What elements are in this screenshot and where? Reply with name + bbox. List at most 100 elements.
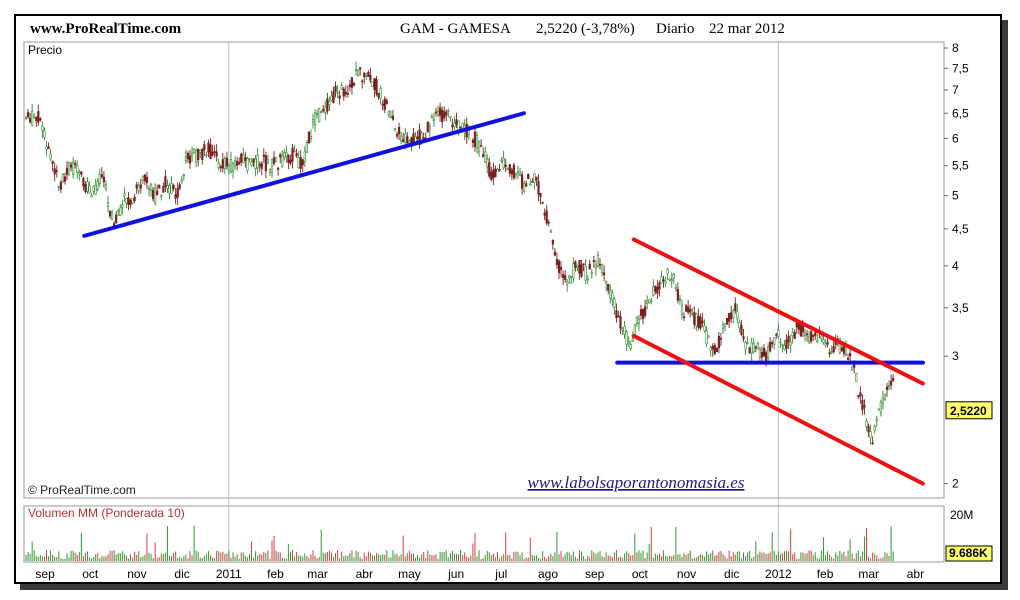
candle-body (859, 392, 862, 397)
candle-body (613, 298, 616, 308)
candle-body (744, 342, 747, 350)
candle-body (574, 261, 577, 268)
x-tick-label: nov (127, 567, 146, 581)
candle-body (387, 110, 390, 116)
candle-body (51, 160, 54, 164)
candle-body (354, 69, 358, 71)
candle-body (223, 158, 226, 169)
candle-body (295, 153, 298, 157)
candle-body (277, 167, 280, 170)
candle-body (217, 162, 220, 169)
candle-body (725, 317, 729, 325)
candle-body (152, 189, 155, 200)
trend-line-blue-0 (82, 111, 526, 238)
candle-body (557, 260, 561, 274)
y-tick-label: 8 (952, 41, 959, 55)
candle-body (660, 276, 663, 284)
site-url[interactable]: www.ProRealTime.com (30, 21, 182, 37)
candle-body (365, 75, 368, 77)
candle-body (125, 198, 128, 204)
candle-body (174, 193, 177, 199)
candle-body (367, 71, 370, 77)
candle-body (631, 338, 634, 342)
candle-body (504, 164, 507, 167)
watermark-link[interactable]: www.labolsaporantonomasia.es (528, 473, 745, 492)
candle-body (309, 135, 313, 139)
candle-body (39, 118, 42, 121)
candle-body (137, 185, 140, 192)
candle-body (346, 93, 349, 95)
candle-body (728, 312, 731, 322)
candle-body (871, 442, 874, 445)
candle-body (607, 283, 610, 291)
x-tick-label: mar (858, 567, 879, 581)
candle-body (824, 343, 827, 346)
candle-body (176, 188, 179, 198)
y-tick-label: 4 (952, 259, 959, 273)
candle-body (648, 299, 651, 304)
candle-body (188, 155, 192, 164)
candle-body (406, 136, 409, 144)
candle-body (602, 272, 606, 276)
candle-body (131, 198, 134, 204)
x-tick-label: abr (907, 567, 924, 581)
candle-body (877, 408, 880, 411)
candle-body (229, 159, 233, 173)
candle-body (771, 342, 774, 345)
candle-body (730, 312, 733, 320)
y-tick-label: 6 (952, 131, 959, 145)
candle-body (320, 111, 323, 113)
candle-body (37, 111, 40, 123)
candle-body (783, 345, 786, 350)
candle-body (816, 340, 819, 343)
candle-body (43, 130, 46, 138)
y-tick-label: 6,5 (952, 106, 969, 120)
candle-body (172, 184, 175, 189)
candle-body (168, 184, 171, 194)
candle-body (438, 107, 442, 116)
candle-body (94, 184, 97, 195)
candle-body (373, 78, 376, 91)
candle-body (67, 162, 71, 176)
candle-body (209, 144, 212, 159)
candle-body (55, 170, 58, 172)
candle-body (330, 95, 333, 101)
candle-body (270, 158, 274, 174)
candle-body (625, 331, 628, 345)
candle-body (814, 332, 817, 336)
candle-body (863, 405, 866, 408)
candle-body (279, 154, 282, 158)
candle-body (178, 184, 181, 189)
candle-body (274, 157, 278, 162)
candle-body (215, 151, 218, 157)
candle-body (154, 187, 157, 204)
candle-body (24, 116, 28, 119)
candle-body (283, 152, 286, 159)
candle-body (336, 91, 339, 94)
candle-body (709, 347, 712, 351)
candle-body (86, 181, 89, 192)
candle-body (385, 100, 388, 104)
x-tick-label: sep (35, 567, 55, 581)
candle-body (213, 151, 216, 153)
candle-body (162, 186, 165, 193)
candle-body (762, 347, 766, 357)
candle-body (244, 157, 247, 161)
candle-body (227, 165, 231, 172)
candle-body (445, 111, 448, 116)
candle-body (674, 287, 677, 289)
candle-body (510, 169, 513, 175)
candle-body (47, 146, 50, 149)
candle-body (180, 179, 183, 182)
candle-body (498, 169, 501, 171)
candle-body (201, 148, 204, 161)
candle-body (643, 306, 647, 317)
candle-body (121, 204, 124, 208)
candle-body (529, 183, 532, 186)
candle-body (361, 80, 364, 83)
candle-body (428, 126, 431, 130)
candle-body (627, 341, 630, 344)
candle-body (828, 352, 831, 355)
candle-body (605, 281, 608, 284)
candle-body (555, 258, 559, 265)
